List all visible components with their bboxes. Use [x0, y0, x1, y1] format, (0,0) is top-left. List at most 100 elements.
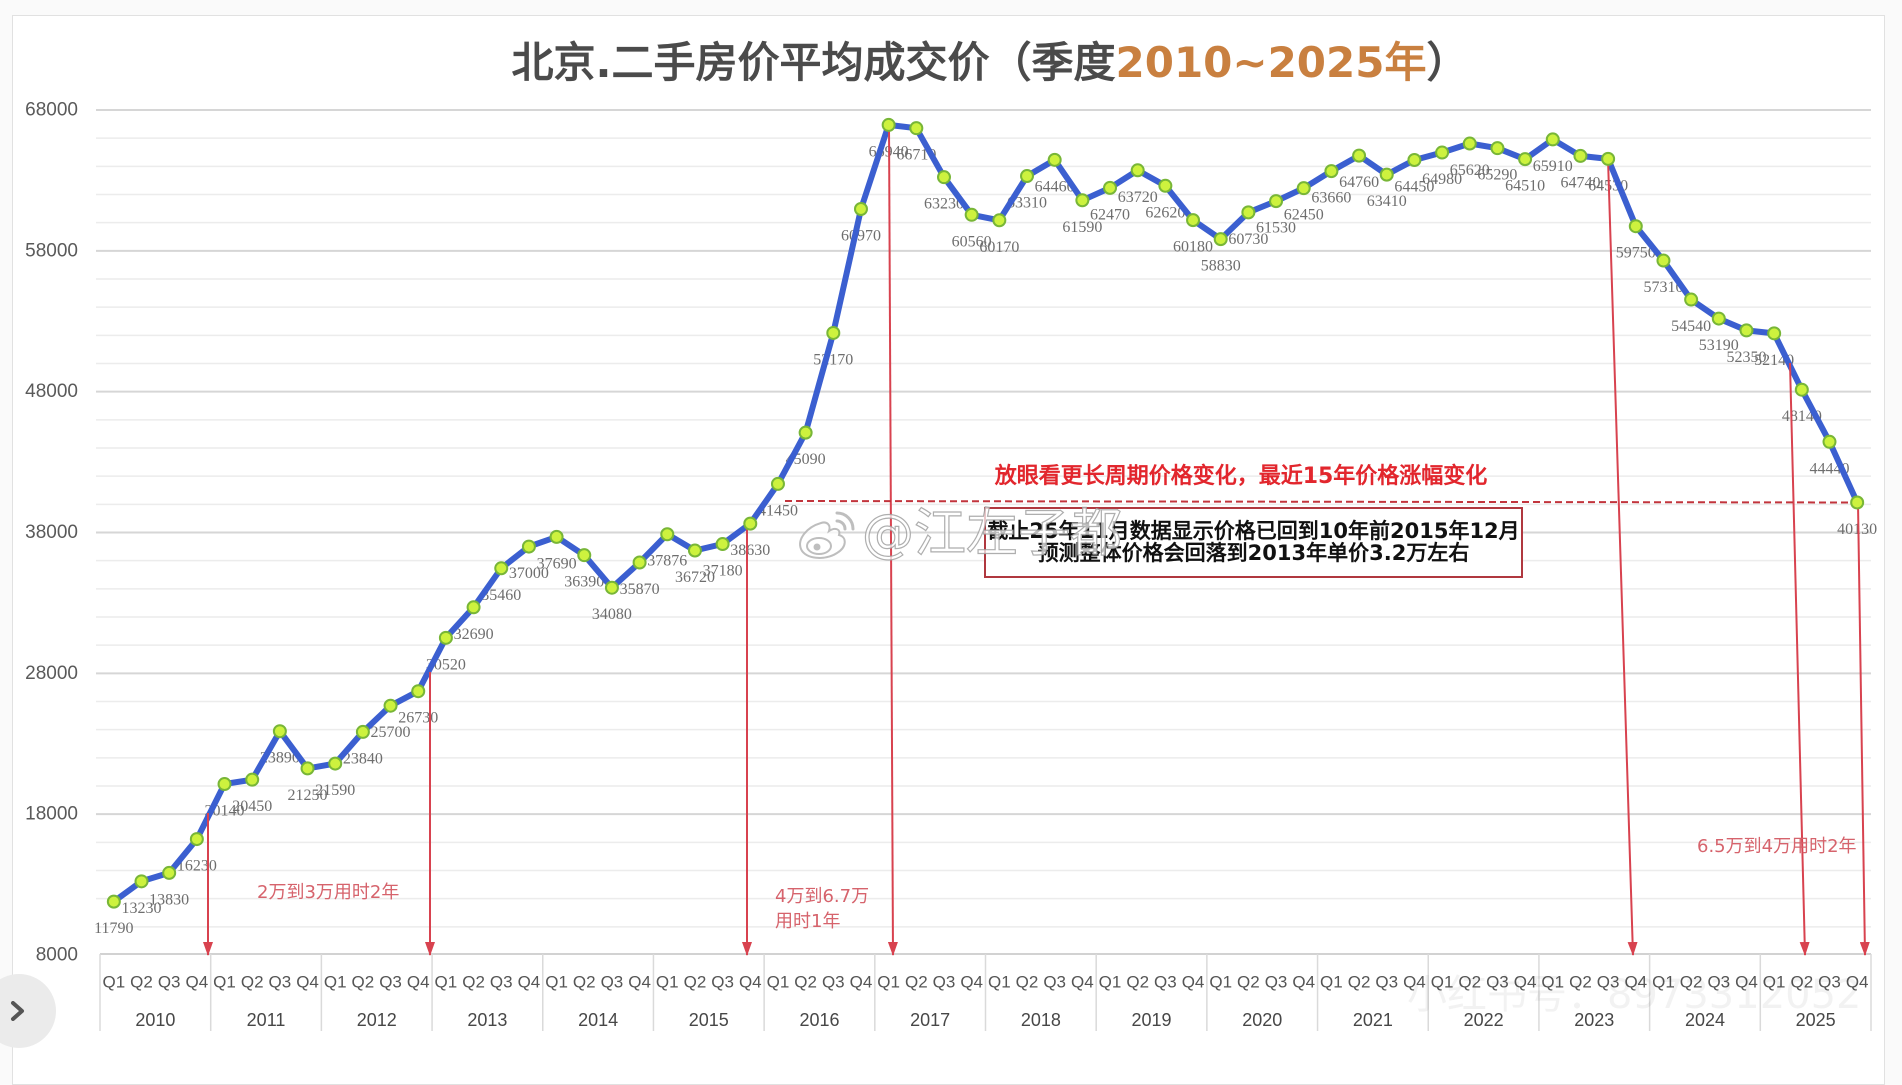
year-tick-label: 2021	[1353, 1010, 1393, 1030]
data-label: 23840	[343, 750, 383, 767]
data-label: 13830	[149, 891, 189, 908]
data-label: 62470	[1090, 206, 1130, 223]
data-label: 65620	[1450, 162, 1490, 179]
data-label: 60170	[979, 239, 1019, 256]
data-label: 64460	[1035, 178, 1075, 195]
year-tick-label: 2025	[1796, 1010, 1836, 1030]
data-point-marker	[411, 684, 426, 699]
data-labels: 1179013230138301623020140204502389021250…	[94, 143, 1877, 937]
year-tick-label: 2010	[135, 1010, 175, 1030]
year-tick-label: 2022	[1464, 1010, 1504, 1030]
data-point-marker	[162, 865, 177, 880]
data-point-marker	[1186, 213, 1201, 228]
data-point-marker	[355, 724, 370, 739]
data-point-marker	[438, 630, 453, 645]
data-label: 58830	[1201, 258, 1241, 275]
data-point-marker	[881, 117, 896, 132]
data-point-marker	[1573, 148, 1588, 163]
data-label: 61530	[1256, 220, 1296, 237]
data-point-marker	[245, 772, 260, 787]
quarter-tick-label: Q2	[794, 973, 817, 992]
quarter-tick-label: Q3	[933, 973, 956, 992]
data-label: 65910	[1533, 158, 1573, 175]
annotation-4w-to-6-7w-line2: 用时1年	[775, 911, 841, 932]
data-label: 40130	[1837, 521, 1877, 538]
quarter-tick-label: Q4	[960, 973, 983, 992]
data-point-marker	[1850, 495, 1865, 510]
annotation-2w-to-3w: 2万到3万用时2年	[257, 882, 400, 903]
quarter-tick-label: Q3	[1375, 973, 1398, 992]
annotation-6-5w-to-4w: 6.5万到4万用时2年	[1697, 836, 1857, 857]
data-point-marker	[964, 207, 979, 222]
data-label: 13230	[122, 900, 162, 917]
data-label: 26730	[398, 710, 438, 727]
data-point-marker	[1269, 194, 1284, 209]
data-label: 64760	[1339, 174, 1379, 191]
data-label: 25700	[371, 724, 411, 741]
data-point-marker	[1407, 152, 1422, 167]
quarter-tick-label: Q3	[1707, 973, 1730, 992]
quarter-tick-label: Q4	[1624, 973, 1647, 992]
data-point-marker	[1435, 145, 1450, 160]
y-axis-tick-label: 58000	[25, 240, 78, 261]
quarter-tick-label: Q1	[1541, 973, 1564, 992]
chart-frame	[12, 15, 1885, 1085]
data-point-marker	[660, 527, 675, 542]
weibo-logo-icon	[799, 511, 855, 559]
quarter-tick-label: Q1	[1763, 973, 1786, 992]
quarter-tick-label: Q1	[213, 973, 236, 992]
quarter-tick-label: Q1	[324, 973, 347, 992]
data-label: 38630	[730, 542, 770, 559]
data-label: 37690	[537, 555, 577, 572]
data-point-marker	[1241, 205, 1256, 220]
quarter-tick-label: Q4	[518, 973, 541, 992]
xiaohongshu-watermark: 小红书号：8973312052	[1407, 972, 1862, 1018]
data-point-marker	[1794, 382, 1809, 397]
quarter-tick-label: Q4	[628, 973, 651, 992]
data-label: 52170	[813, 351, 853, 368]
annotation-arrows	[203, 124, 1870, 956]
data-label: 20450	[232, 798, 272, 815]
quarter-tick-label: Q2	[1458, 973, 1481, 992]
year-tick-label: 2016	[799, 1010, 839, 1030]
data-label: 37180	[703, 563, 743, 580]
quarter-tick-label: Q4	[186, 973, 209, 992]
data-point-marker	[134, 874, 149, 889]
year-tick-label: 2015	[689, 1010, 729, 1030]
callout-line-1: 截止25年11月数据显示价格已回到10年前2015年12月	[987, 519, 1520, 543]
quarter-tick-label: Q3	[601, 973, 624, 992]
data-point-marker	[632, 555, 647, 570]
quarter-tick-label: Q2	[1237, 973, 1260, 992]
quarter-tick-label: Q4	[407, 973, 430, 992]
quarter-tick-label: Q3	[158, 973, 181, 992]
data-label: 52350	[1726, 349, 1766, 366]
data-label: 60180	[1173, 239, 1213, 256]
data-point-marker	[1130, 163, 1145, 178]
quarter-tick-label: Q2	[1790, 973, 1813, 992]
year-tick-label: 2018	[1021, 1010, 1061, 1030]
quarter-tick-label: Q3	[379, 973, 402, 992]
data-point-marker	[1711, 311, 1726, 326]
data-point-marker	[521, 539, 536, 554]
y-axis: 8000 18000 28000 38000 48000 58000 68000	[25, 100, 78, 966]
data-label: 63310	[1007, 195, 1047, 212]
data-label: 11790	[94, 920, 133, 937]
x-axis: Q1 Q2 Q3 Q4 Q1 Q2 Q3 Q4 Q1 Q2 Q3 Q4 Q1 Q2 Q3 Q4 Q1 Q2 Q3 Q4…	[99, 953, 1872, 1031]
data-point-marker	[826, 325, 841, 340]
annotation-4w-to-6-7w: 4万到6.7万 用时1年	[775, 884, 869, 934]
data-point-marker	[1518, 152, 1533, 167]
year-tick-label: 2020	[1242, 1010, 1282, 1030]
quarter-tick-label: Q2	[241, 973, 264, 992]
data-point-marker	[1684, 292, 1699, 307]
data-label: 35460	[481, 587, 521, 604]
quarter-tick-label: Q4	[739, 973, 762, 992]
year-tick-label: 2017	[910, 1010, 950, 1030]
data-label: 63720	[1118, 189, 1158, 206]
data-point-marker	[1075, 193, 1090, 208]
data-label: 57310	[1643, 279, 1683, 296]
data-label: 62620	[1145, 204, 1185, 221]
quarter-tick-label: Q1	[1320, 973, 1343, 992]
data-point-marker	[936, 170, 951, 185]
quarter-tick-label: Q3	[269, 973, 292, 992]
data-label: 36390	[564, 574, 604, 591]
